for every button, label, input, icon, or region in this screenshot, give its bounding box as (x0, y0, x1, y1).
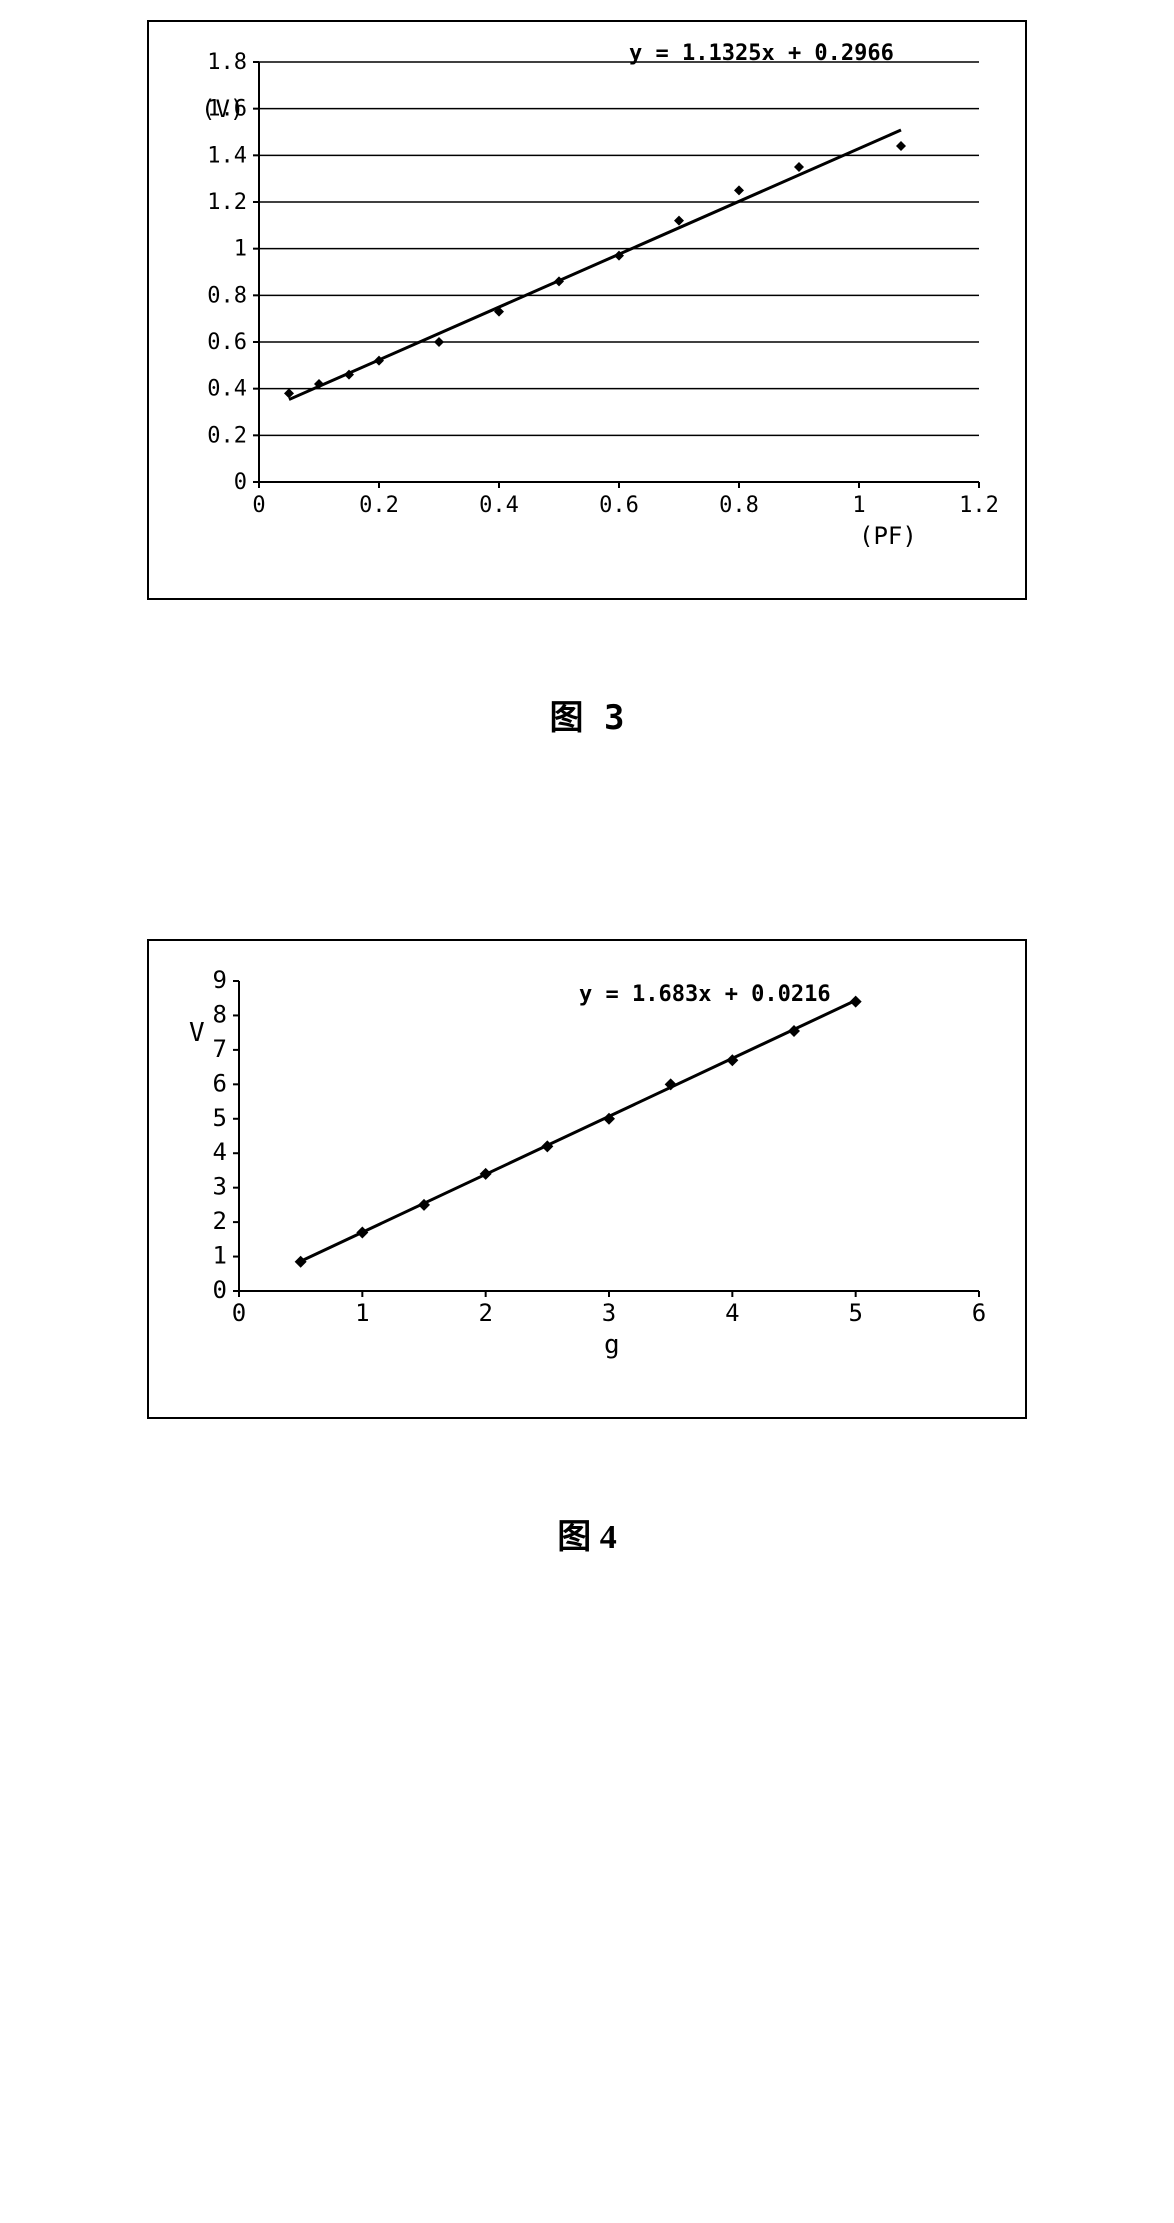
svg-text:3: 3 (602, 1299, 616, 1327)
svg-text:0: 0 (213, 1276, 227, 1304)
svg-text:1.2: 1.2 (207, 190, 247, 215)
svg-text:4: 4 (725, 1299, 739, 1327)
chart1-container: 00.20.40.60.811.200.20.40.60.811.21.41.6… (147, 20, 1027, 600)
svg-text:0.8: 0.8 (207, 283, 247, 308)
svg-text:7: 7 (213, 1035, 227, 1063)
svg-text:6: 6 (213, 1069, 227, 1097)
svg-text:8: 8 (213, 1000, 227, 1028)
svg-text:9: 9 (213, 966, 227, 994)
svg-text:6: 6 (972, 1299, 986, 1327)
svg-text:0: 0 (232, 1299, 246, 1327)
svg-text:1: 1 (234, 237, 247, 262)
svg-text:0.4: 0.4 (207, 377, 247, 402)
svg-text:1: 1 (852, 493, 865, 518)
y-axis-unit: (V) (201, 95, 244, 123)
figure4-caption: 图 4 (557, 1509, 617, 1558)
x-axis-label: g (604, 1330, 620, 1360)
figure3-caption: 图 3 (550, 690, 625, 739)
chart2-plot: 0 1 2 3 4 5 6 0 1 2 3 4 5 6 7 8 9 y = 1.683x + 0.0216 Vg (159, 961, 999, 1361)
svg-text:1.2: 1.2 (959, 493, 999, 518)
svg-text:2: 2 (478, 1299, 492, 1327)
svg-text:1.8: 1.8 (207, 50, 247, 75)
svg-text:2: 2 (213, 1207, 227, 1235)
svg-text:1.4: 1.4 (207, 143, 247, 168)
svg-text:1: 1 (355, 1299, 369, 1327)
svg-text:0.8: 0.8 (719, 493, 759, 518)
chart2-container: 0 1 2 3 4 5 6 0 1 2 3 4 5 6 7 8 9 y = 1.683x + 0.0216 Vg (147, 939, 1027, 1419)
svg-text:0.2: 0.2 (359, 493, 399, 518)
svg-text:5: 5 (848, 1299, 862, 1327)
svg-text:0.4: 0.4 (479, 493, 519, 518)
svg-text:5: 5 (213, 1104, 227, 1132)
svg-text:0.6: 0.6 (599, 493, 639, 518)
svg-text:4: 4 (213, 1138, 227, 1166)
svg-text:0.2: 0.2 (207, 423, 247, 448)
svg-text:0: 0 (252, 493, 265, 518)
x-axis-unit: (PF) (859, 522, 917, 550)
svg-text:3: 3 (213, 1173, 227, 1201)
equation-text: y = 1.1325x + 0.2966 (629, 42, 894, 66)
y-axis-label: V (189, 1018, 205, 1048)
svg-text:1: 1 (213, 1242, 227, 1270)
chart1-plot: 00.20.40.60.811.200.20.40.60.811.21.41.6… (159, 42, 999, 552)
svg-text:0.6: 0.6 (207, 330, 247, 355)
equation-text: y = 1.683x + 0.0216 (579, 982, 831, 1007)
svg-text:0: 0 (234, 470, 247, 495)
